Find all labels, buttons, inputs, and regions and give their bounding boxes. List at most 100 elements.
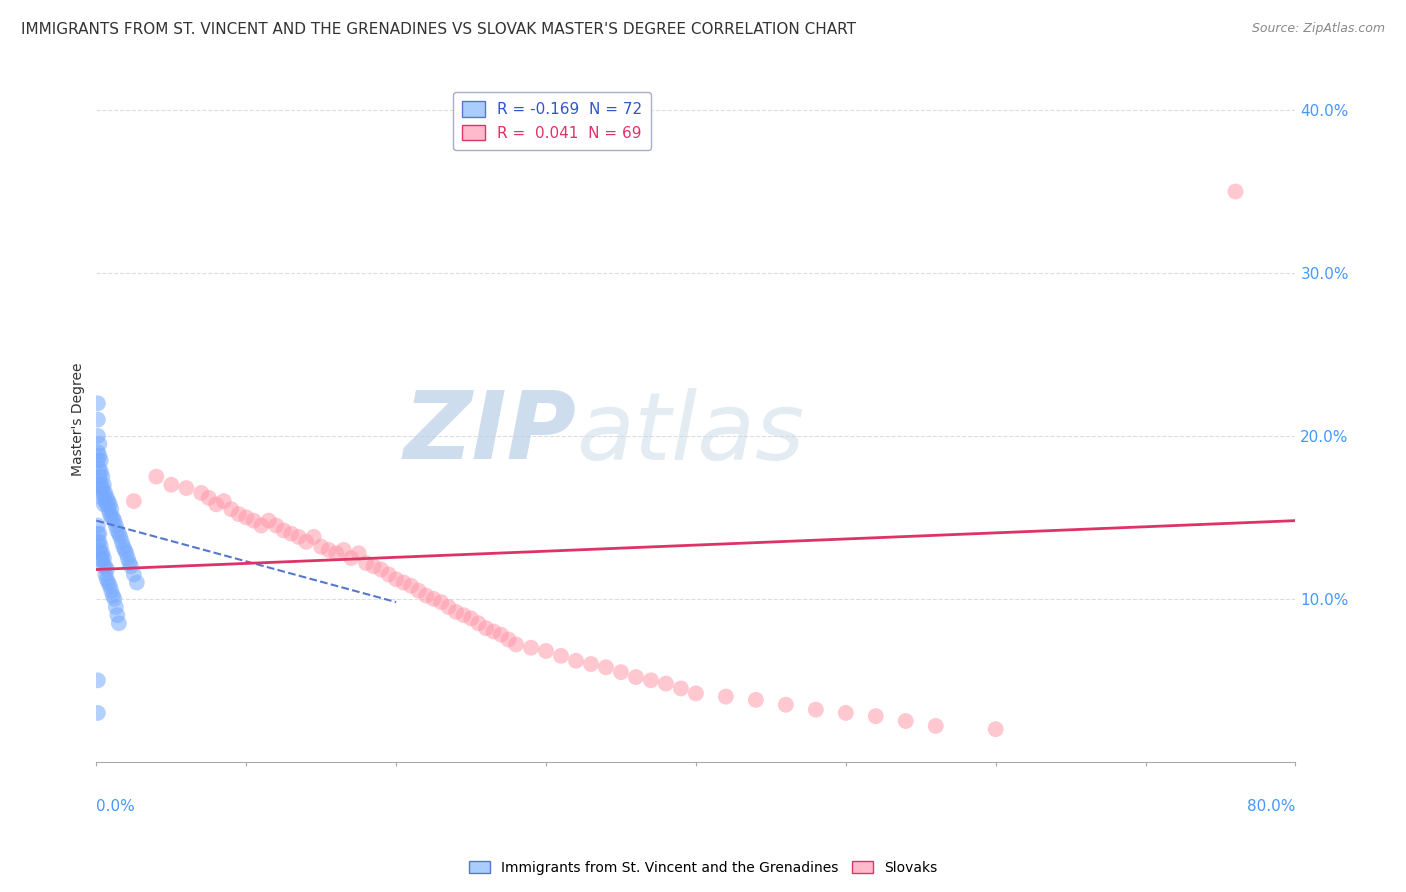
Point [93, 551, 115, 566]
Point [264, 518, 287, 533]
Text: 80.0%: 80.0% [1247, 799, 1295, 814]
Point [489, 628, 512, 642]
Point [835, 706, 858, 720]
Legend: Immigrants from St. Vincent and the Grenadines, Slovaks: Immigrants from St. Vincent and the Gren… [463, 855, 943, 880]
Point [228, 507, 250, 521]
Text: Source: ZipAtlas.com: Source: ZipAtlas.com [1251, 22, 1385, 36]
Point [94, 486, 117, 500]
Point [460, 611, 482, 625]
Point [110, 530, 132, 544]
Point [90, 486, 112, 500]
Point [624, 670, 647, 684]
Point [117, 551, 139, 566]
Point [97, 575, 120, 590]
Point [96, 562, 118, 576]
Point [112, 540, 135, 554]
Point [340, 551, 363, 566]
Point [90, 477, 112, 491]
Point [377, 567, 399, 582]
Point [669, 681, 692, 696]
Point [87, 412, 110, 426]
Point [111, 534, 134, 549]
Point [287, 530, 309, 544]
Point [257, 514, 280, 528]
Point [120, 559, 142, 574]
Point [235, 510, 257, 524]
Point [280, 526, 302, 541]
Point [295, 534, 318, 549]
Point [309, 540, 332, 554]
Point [100, 583, 122, 598]
Point [453, 608, 475, 623]
Point [89, 543, 111, 558]
Point [103, 591, 125, 606]
Point [610, 665, 633, 680]
Point [467, 616, 489, 631]
Point [100, 502, 122, 516]
Point [87, 445, 110, 459]
Point [89, 461, 111, 475]
Point [91, 491, 114, 505]
Point [101, 589, 124, 603]
Point [865, 709, 887, 723]
Point [392, 575, 415, 590]
Point [430, 595, 453, 609]
Point [104, 599, 127, 614]
Point [325, 546, 347, 560]
Point [363, 559, 385, 574]
Point [347, 546, 370, 560]
Point [94, 494, 117, 508]
Point [90, 465, 112, 479]
Legend: R = -0.169  N = 72, R =  0.041  N = 69: R = -0.169 N = 72, R = 0.041 N = 69 [453, 92, 651, 150]
Point [197, 491, 219, 505]
Point [354, 556, 377, 570]
Point [89, 469, 111, 483]
Point [96, 572, 118, 586]
Point [94, 567, 117, 582]
Point [125, 575, 148, 590]
Point [302, 530, 325, 544]
Point [89, 526, 111, 541]
Point [101, 510, 124, 524]
Point [87, 706, 110, 720]
Point [87, 396, 110, 410]
Point [105, 524, 128, 538]
Point [475, 621, 498, 635]
Point [91, 481, 114, 495]
Point [114, 543, 136, 558]
Text: 0.0%: 0.0% [97, 799, 135, 814]
Point [87, 518, 110, 533]
Point [160, 477, 183, 491]
Point [145, 469, 167, 483]
Point [984, 722, 1007, 736]
Point [90, 540, 112, 554]
Point [90, 553, 112, 567]
Point [444, 605, 467, 619]
Point [714, 690, 737, 704]
Y-axis label: Master's Degree: Master's Degree [72, 363, 86, 476]
Point [745, 693, 768, 707]
Point [190, 486, 212, 500]
Point [93, 559, 115, 574]
Point [534, 644, 557, 658]
Point [242, 514, 264, 528]
Point [894, 714, 917, 728]
Point [579, 657, 602, 671]
Point [415, 589, 437, 603]
Point [96, 491, 118, 505]
Point [98, 579, 121, 593]
Point [96, 497, 118, 511]
Point [550, 648, 572, 663]
Point [103, 514, 125, 528]
Point [98, 497, 121, 511]
Point [87, 534, 110, 549]
Point [505, 637, 527, 651]
Point [87, 453, 110, 467]
Point [212, 494, 235, 508]
Point [89, 477, 111, 491]
Point [100, 510, 122, 524]
Point [93, 486, 115, 500]
Text: ZIP: ZIP [404, 387, 576, 479]
Point [98, 507, 121, 521]
Point [775, 698, 797, 712]
